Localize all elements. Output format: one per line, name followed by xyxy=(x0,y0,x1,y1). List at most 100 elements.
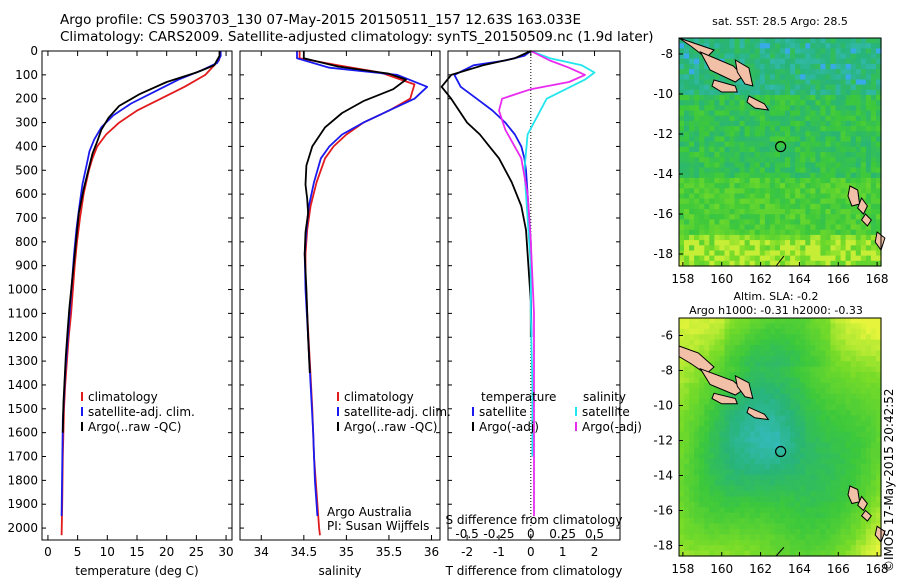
map-cell xyxy=(744,260,751,267)
map-cell xyxy=(860,350,867,357)
map-cell xyxy=(699,469,705,476)
map-cell xyxy=(775,255,781,262)
map-cell xyxy=(780,328,786,335)
chart-title-line2: Climatology: CARS2009. Satellite-adjuste… xyxy=(60,29,654,45)
map-cell xyxy=(729,240,736,246)
map-cell xyxy=(714,260,720,267)
map-cell xyxy=(714,410,720,416)
map-cell xyxy=(825,105,832,112)
map-cell xyxy=(684,131,690,138)
map-cell xyxy=(870,339,877,346)
map-cell xyxy=(694,480,700,487)
map-cell xyxy=(724,38,731,44)
map-cell xyxy=(739,437,746,443)
map-cell xyxy=(704,426,710,433)
map-cell xyxy=(780,105,786,112)
map-cell xyxy=(830,74,837,81)
map-cell xyxy=(785,48,791,55)
map-cell xyxy=(800,126,806,132)
map-cell xyxy=(769,501,776,508)
map-cell xyxy=(815,372,821,379)
map-cell xyxy=(754,177,761,184)
map-cell xyxy=(845,512,852,519)
map-cell xyxy=(835,74,842,81)
map-cell xyxy=(739,523,746,530)
map-cell xyxy=(689,480,695,487)
map-cell xyxy=(719,120,725,127)
map-cell xyxy=(850,63,857,70)
map-cell xyxy=(684,415,690,422)
map-cell xyxy=(795,79,801,86)
map-cell xyxy=(775,177,781,184)
map-cell xyxy=(855,105,862,112)
map-cell xyxy=(739,404,746,411)
map-cell xyxy=(820,550,826,557)
map-cell xyxy=(800,234,806,241)
map-cell xyxy=(729,366,736,373)
map-cell xyxy=(835,458,842,465)
map-cell xyxy=(855,110,862,117)
map-cell xyxy=(850,224,857,231)
map-cell xyxy=(855,131,862,138)
map-cell xyxy=(810,69,816,75)
map-cell xyxy=(810,141,816,148)
island-4 xyxy=(746,95,770,111)
map-cell xyxy=(709,188,715,195)
map-cell xyxy=(724,437,731,443)
map-cell xyxy=(724,415,731,422)
map-cell xyxy=(684,464,690,470)
map-cell xyxy=(694,545,700,552)
map-cell xyxy=(825,458,832,465)
map-cell xyxy=(679,328,685,335)
map-cell xyxy=(689,485,695,492)
map-cell xyxy=(764,458,771,465)
map-cell xyxy=(775,167,781,174)
map-cell xyxy=(684,496,690,503)
map-cell xyxy=(795,172,801,179)
map-cell xyxy=(775,372,781,379)
map-cell xyxy=(759,146,766,153)
map-cell xyxy=(800,63,806,70)
map-cell xyxy=(800,318,806,324)
map-cell xyxy=(850,100,857,106)
map-cell xyxy=(865,464,872,470)
map-cell xyxy=(805,496,811,503)
map-cell xyxy=(729,474,736,481)
map-cell xyxy=(739,545,746,552)
map-cell xyxy=(876,43,882,49)
map-cell xyxy=(785,361,791,368)
map-cell xyxy=(754,437,761,443)
map-cell xyxy=(749,426,756,433)
map-cell xyxy=(810,120,816,127)
map-cell xyxy=(684,115,690,122)
map-cell xyxy=(694,377,700,384)
map-cell xyxy=(734,529,741,535)
map-cell xyxy=(719,474,725,481)
map-cell xyxy=(749,105,756,112)
map-cell xyxy=(764,115,771,122)
ytick-label-13: 1300 xyxy=(7,354,38,368)
map-cell xyxy=(865,518,872,525)
map-cell xyxy=(820,48,826,55)
map-cell xyxy=(719,105,725,112)
map-cell xyxy=(800,95,806,101)
map-cell xyxy=(785,501,791,508)
map-cell xyxy=(689,529,695,535)
map-cell xyxy=(870,43,877,49)
map-cell xyxy=(684,469,690,476)
map-cell xyxy=(850,447,857,454)
map-cell xyxy=(825,250,832,257)
map-cell xyxy=(759,79,766,86)
map-cell xyxy=(764,485,771,492)
map-cell xyxy=(870,224,877,231)
map-cell xyxy=(790,152,796,158)
map-cell xyxy=(769,345,776,351)
map-cell xyxy=(785,420,791,427)
map-cell xyxy=(815,177,821,184)
map-cell xyxy=(749,382,756,389)
map-cell xyxy=(876,491,882,498)
map-cell xyxy=(764,334,771,341)
map-cell xyxy=(850,58,857,65)
xtick-label-salinity-3: 35.5 xyxy=(376,545,403,559)
map-cell xyxy=(810,377,816,384)
